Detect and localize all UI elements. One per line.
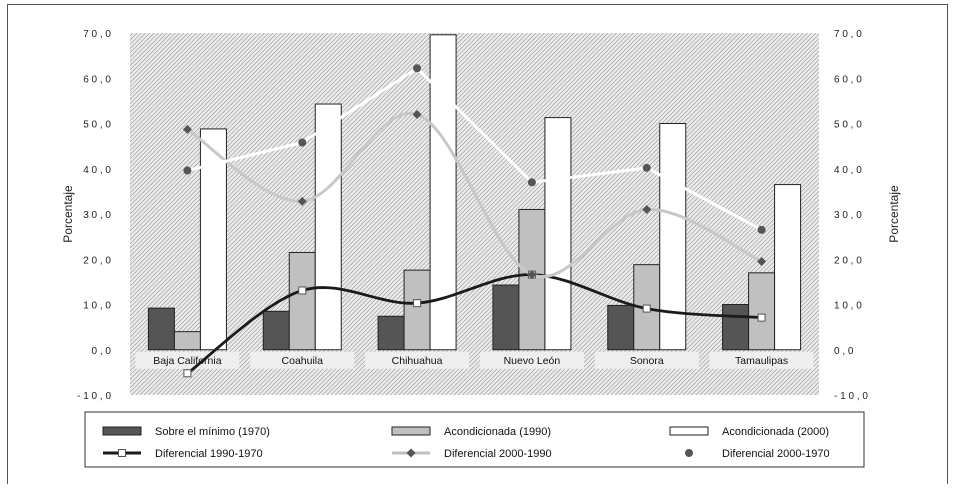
- marker-diamond-baja-california: [182, 124, 192, 134]
- y-tick-right: 5 0 , 0: [834, 120, 862, 131]
- legend: Sobre el mínimo (1970) Acondicionada (199…: [84, 411, 865, 468]
- marker-diamond-nuevo-león: [527, 270, 537, 280]
- marker-square-sonora: [642, 304, 651, 313]
- y-axis-label-left: Porcentaje: [61, 185, 75, 243]
- category-label: Coahuila: [282, 355, 324, 367]
- marker-circle-chihuahua: [413, 64, 422, 73]
- legend-swatch-bar: [669, 426, 709, 436]
- y-tick-left: 0 , 0: [92, 346, 112, 357]
- marker-square-coahuila: [298, 286, 307, 295]
- legend-label: Diferencial 1990-1970: [155, 448, 263, 460]
- marker-circle-nuevo-león: [527, 178, 536, 187]
- bar-1-baja-california: [147, 307, 175, 351]
- category-label-bg: [365, 351, 470, 369]
- category-label: Tamaulipas: [735, 355, 788, 367]
- line-diferencial-2000-1970: [187, 66, 763, 232]
- marker-diamond-coahuila: [297, 196, 307, 206]
- legend-swatch-bar: [391, 426, 431, 436]
- marker-diamond-tamaulipas: [757, 257, 767, 267]
- marker-diamond-sonora: [642, 204, 652, 214]
- y-tick-right: 1 0 , 0: [834, 301, 862, 312]
- bar-3-coahuila: [314, 103, 342, 351]
- bar-2-coahuila: [288, 251, 316, 351]
- y-tick-right: 0 , 0: [834, 346, 854, 357]
- category-label-bg: [709, 351, 814, 369]
- category-label: Nuevo León: [504, 355, 561, 367]
- y-tick-left: 3 0 , 0: [83, 210, 111, 221]
- legend-box: [84, 411, 865, 468]
- category-label: Sonora: [630, 355, 664, 367]
- legend-marker: [406, 448, 416, 458]
- marker-square-chihuahua: [413, 299, 422, 308]
- plot-area: [130, 33, 819, 395]
- marker-circle-baja-california: [183, 166, 192, 175]
- bar-1-chihuahua: [377, 315, 405, 351]
- category-label: Chihuahua: [392, 355, 443, 367]
- legend-label: Sobre el mínimo (1970): [155, 426, 270, 438]
- y-tick-right: 3 0 , 0: [834, 210, 862, 221]
- category-label-bg: [594, 351, 699, 369]
- y-tick-right: 6 0 , 0: [834, 74, 862, 85]
- y-tick-left: 7 0 , 0: [83, 29, 111, 40]
- y-tick-left: - 1 0 , 0: [77, 391, 111, 402]
- bar-3-nuevo-león: [544, 117, 572, 351]
- legend-marker: [685, 449, 693, 457]
- bar-1-tamaulipas: [722, 304, 750, 351]
- legend-label: Diferencial 2000-1970: [722, 448, 830, 460]
- y-tick-right: - 1 0 , 0: [834, 391, 868, 402]
- bar-3-sonora: [659, 123, 687, 351]
- legend-label: Acondicionada (2000): [722, 426, 829, 438]
- legend-label: Acondicionada (1990): [444, 426, 551, 438]
- marker-circle-sonora: [642, 163, 651, 172]
- marker-diamond-chihuahua: [412, 109, 422, 119]
- y-tick-right: 7 0 , 0: [834, 29, 862, 40]
- category-label-bg: [250, 351, 355, 369]
- marker-square-baja-california: [183, 369, 192, 378]
- bar-2-tamaulipas: [748, 272, 776, 351]
- legend-marker: [118, 449, 126, 457]
- y-tick-left: 4 0 , 0: [83, 165, 111, 176]
- category-label-bg: [479, 351, 584, 369]
- bar-2-nuevo-león: [518, 208, 546, 351]
- y-axis-label-right: Porcentaje: [887, 185, 901, 243]
- marker-circle-coahuila: [298, 138, 307, 147]
- bar-2-chihuahua: [403, 269, 431, 351]
- legend-label: Diferencial 2000-1990: [444, 448, 552, 460]
- y-tick-right: 2 0 , 0: [834, 255, 862, 266]
- category-label: Baja California: [153, 355, 221, 367]
- y-tick-left: 2 0 , 0: [83, 255, 111, 266]
- bar-3-tamaulipas: [774, 184, 802, 351]
- bar-3-chihuahua: [429, 34, 457, 351]
- y-tick-left: 1 0 , 0: [83, 301, 111, 312]
- marker-square-tamaulipas: [757, 313, 766, 322]
- bar-1-nuevo-león: [492, 284, 520, 351]
- category-label-bg: [135, 351, 240, 369]
- y-tick-right: 4 0 , 0: [834, 165, 862, 176]
- bar-1-sonora: [607, 304, 635, 351]
- chart-frame: [7, 4, 948, 484]
- y-tick-left: 5 0 , 0: [83, 120, 111, 131]
- bar-1-coahuila: [262, 310, 290, 351]
- y-tick-left: 6 0 , 0: [83, 74, 111, 85]
- legend-swatch-bar: [102, 426, 142, 436]
- bar-2-baja-california: [173, 331, 201, 351]
- marker-circle-tamaulipas: [757, 225, 766, 234]
